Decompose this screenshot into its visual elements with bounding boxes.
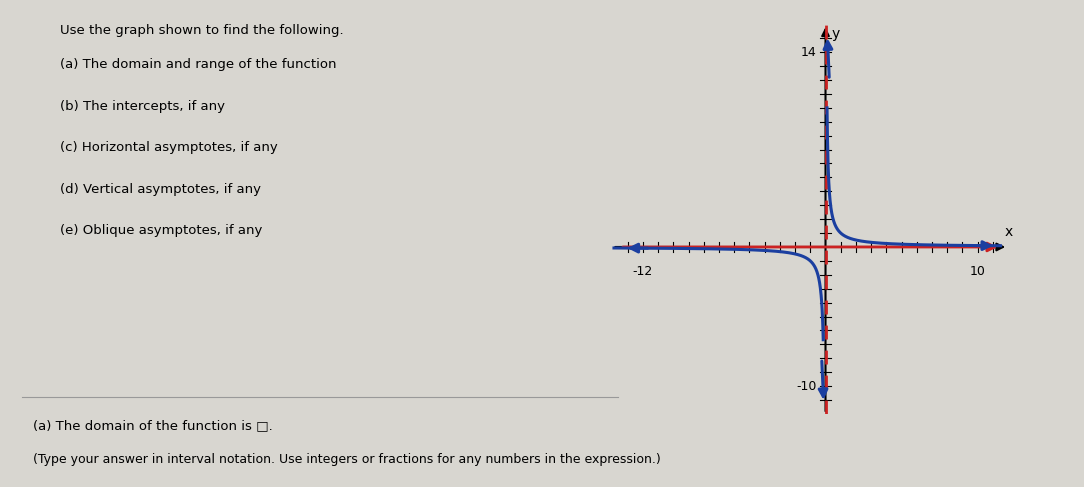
Text: 10: 10: [970, 265, 985, 278]
Text: Use the graph shown to find the following.: Use the graph shown to find the followin…: [60, 24, 344, 37]
Text: (a) The domain and range of the function: (a) The domain and range of the function: [60, 58, 336, 72]
Text: (Type your answer in interval notation. Use integers or fractions for any number: (Type your answer in interval notation. …: [33, 453, 660, 466]
Text: -12: -12: [633, 265, 653, 278]
Text: x: x: [1005, 225, 1014, 239]
Text: y: y: [831, 27, 840, 41]
Text: (d) Vertical asymptotes, if any: (d) Vertical asymptotes, if any: [60, 183, 260, 196]
Text: (b) The intercepts, if any: (b) The intercepts, if any: [60, 100, 224, 113]
Text: (a) The domain of the function is □.: (a) The domain of the function is □.: [33, 419, 272, 432]
Text: (e) Oblique asymptotes, if any: (e) Oblique asymptotes, if any: [60, 224, 262, 237]
Text: -10: -10: [796, 380, 816, 393]
Text: 14: 14: [801, 46, 816, 58]
Text: (c) Horizontal asymptotes, if any: (c) Horizontal asymptotes, if any: [60, 141, 278, 154]
